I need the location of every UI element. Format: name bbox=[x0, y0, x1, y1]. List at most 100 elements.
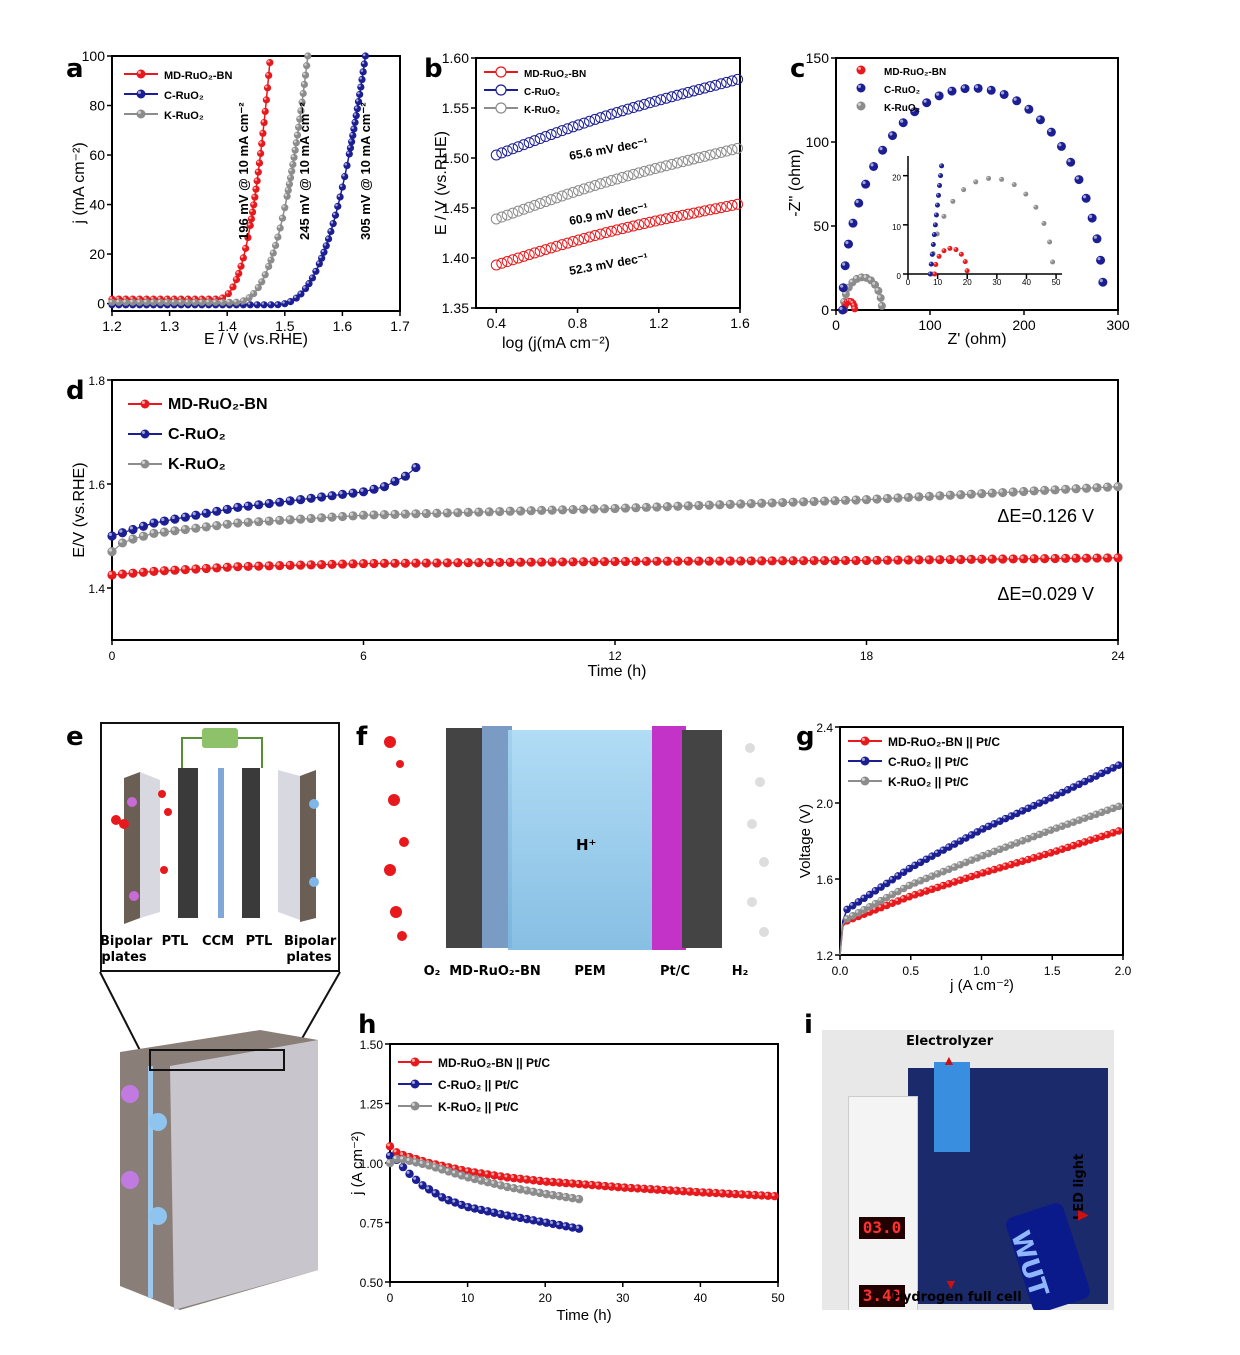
point-highlight bbox=[844, 906, 848, 910]
point-highlight bbox=[471, 1205, 475, 1209]
data-point bbox=[699, 150, 711, 162]
point-highlight bbox=[251, 202, 254, 205]
data-point bbox=[840, 495, 851, 505]
point-highlight bbox=[680, 1188, 684, 1192]
point-highlight bbox=[985, 823, 989, 827]
data-point bbox=[767, 556, 777, 566]
point-highlight bbox=[1059, 846, 1063, 850]
y-tick-label: 50 bbox=[813, 218, 829, 234]
point-highlight bbox=[444, 559, 448, 563]
point-highlight bbox=[471, 1169, 475, 1173]
point-highlight bbox=[411, 1102, 415, 1107]
data-point bbox=[250, 289, 258, 298]
point-highlight bbox=[867, 904, 870, 907]
data-point bbox=[611, 224, 623, 236]
point-highlight bbox=[316, 261, 320, 264]
point-highlight bbox=[141, 460, 145, 464]
legend-marker bbox=[410, 1057, 420, 1067]
point-highlight bbox=[940, 868, 944, 872]
data-point bbox=[649, 215, 661, 227]
point-highlight bbox=[643, 504, 647, 508]
data-point bbox=[327, 227, 335, 236]
point-highlight bbox=[857, 66, 861, 71]
point-highlight bbox=[1041, 555, 1045, 559]
data-point bbox=[379, 482, 390, 492]
point-highlight bbox=[1097, 257, 1101, 261]
point-highlight bbox=[894, 494, 898, 498]
point-highlight bbox=[288, 299, 291, 302]
point-highlight bbox=[1114, 554, 1118, 558]
data-point bbox=[736, 499, 746, 509]
point-highlight bbox=[323, 243, 327, 246]
data-point bbox=[688, 85, 700, 97]
data-point bbox=[432, 558, 442, 568]
point-highlight bbox=[980, 853, 983, 856]
point-highlight bbox=[530, 1188, 534, 1192]
data-point bbox=[128, 524, 138, 535]
y-tick-label: 1.45 bbox=[442, 200, 469, 216]
point-highlight bbox=[240, 255, 244, 258]
point-highlight bbox=[997, 818, 1000, 822]
data-point bbox=[589, 230, 601, 242]
data-point bbox=[264, 516, 274, 526]
point-highlight bbox=[912, 880, 915, 883]
point-highlight bbox=[685, 502, 689, 506]
point-highlight bbox=[884, 894, 887, 898]
data-point bbox=[547, 557, 557, 567]
point-highlight bbox=[695, 502, 699, 506]
point-highlight bbox=[1041, 487, 1045, 491]
point-highlight bbox=[393, 1149, 397, 1153]
point-highlight bbox=[484, 1179, 488, 1183]
point-highlight bbox=[968, 556, 972, 560]
point-highlight bbox=[928, 272, 931, 274]
point-highlight bbox=[923, 888, 927, 892]
point-highlight bbox=[351, 126, 354, 129]
point-highlight bbox=[108, 571, 112, 575]
point-highlight bbox=[504, 1184, 508, 1187]
electrolyzer-unit bbox=[934, 1062, 970, 1152]
point-highlight bbox=[141, 430, 145, 434]
point-highlight bbox=[1020, 488, 1024, 492]
ptl-cathode bbox=[682, 730, 722, 948]
data-point bbox=[218, 298, 227, 306]
data-point bbox=[819, 496, 830, 506]
plot-frame bbox=[475, 57, 741, 309]
point-highlight bbox=[900, 119, 904, 123]
point-highlight bbox=[1104, 483, 1108, 488]
point-highlight bbox=[116, 296, 119, 300]
legend-label: MD-RuO₂-BN bbox=[884, 67, 946, 78]
point-highlight bbox=[286, 516, 291, 520]
data-point bbox=[840, 555, 851, 566]
data-point bbox=[704, 500, 714, 510]
legend-label: MD-RuO₂-BN bbox=[168, 396, 268, 413]
data-point bbox=[631, 556, 641, 566]
data-point bbox=[526, 506, 536, 516]
point-highlight bbox=[739, 1191, 742, 1195]
point-highlight bbox=[412, 559, 416, 564]
legend-label: C-RuO₂ bbox=[524, 87, 560, 98]
data-point bbox=[666, 91, 678, 103]
data-point bbox=[283, 192, 291, 200]
data-point bbox=[767, 498, 777, 508]
panel-label-h: h bbox=[358, 1010, 377, 1040]
data-point bbox=[296, 495, 306, 505]
point-highlight bbox=[439, 1194, 443, 1198]
data-point bbox=[258, 278, 266, 286]
point-highlight bbox=[957, 491, 961, 495]
point-highlight bbox=[1093, 554, 1098, 559]
point-highlight bbox=[851, 303, 855, 306]
x-axis-label: Time (h) bbox=[588, 663, 647, 680]
point-highlight bbox=[337, 194, 341, 197]
point-highlight bbox=[1020, 555, 1024, 559]
data-point bbox=[108, 298, 116, 306]
point-highlight bbox=[858, 274, 862, 278]
data-point bbox=[1035, 115, 1045, 125]
point-highlight bbox=[923, 875, 927, 879]
point-highlight bbox=[255, 562, 259, 567]
point-highlight bbox=[286, 562, 291, 566]
point-highlight bbox=[929, 886, 932, 890]
y-axis-label: Voltage (V) bbox=[797, 804, 814, 878]
point-highlight bbox=[1002, 863, 1006, 867]
data-point bbox=[1066, 157, 1076, 167]
data-point bbox=[348, 488, 358, 498]
